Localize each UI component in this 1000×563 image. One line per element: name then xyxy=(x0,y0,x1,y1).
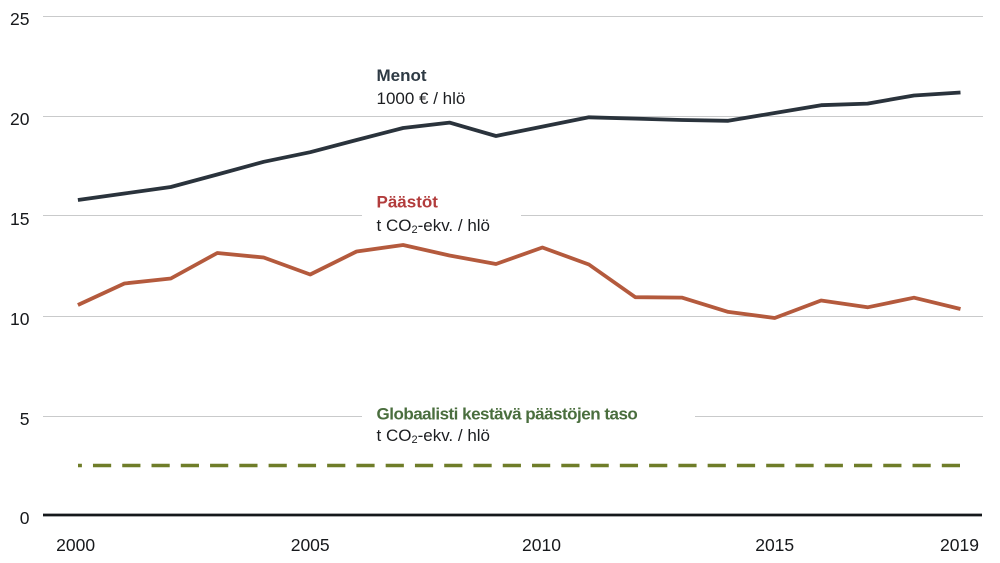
svg-text:15: 15 xyxy=(10,209,29,229)
svg-text:2010: 2010 xyxy=(522,535,561,555)
svg-text:2005: 2005 xyxy=(291,535,330,555)
svg-text:1000 € / hlö: 1000 € / hlö xyxy=(377,89,466,108)
svg-text:t CO2-ekv. / hlö: t CO2-ekv. / hlö xyxy=(377,216,491,236)
svg-text:20: 20 xyxy=(10,109,30,129)
svg-text:Globaalisti kestävä päästöjen: Globaalisti kestävä päästöjen taso xyxy=(377,405,638,424)
svg-text:25: 25 xyxy=(10,9,29,29)
svg-text:Päästöt: Päästöt xyxy=(377,193,439,212)
svg-text:t CO2-ekv. / hlö: t CO2-ekv. / hlö xyxy=(377,426,491,446)
svg-text:5: 5 xyxy=(20,409,30,429)
svg-text:Menot: Menot xyxy=(377,66,427,85)
svg-text:2019: 2019 xyxy=(940,535,979,555)
svg-text:2015: 2015 xyxy=(755,535,794,555)
svg-text:10: 10 xyxy=(10,309,30,329)
svg-text:2000: 2000 xyxy=(56,535,95,555)
svg-text:0: 0 xyxy=(20,508,30,528)
